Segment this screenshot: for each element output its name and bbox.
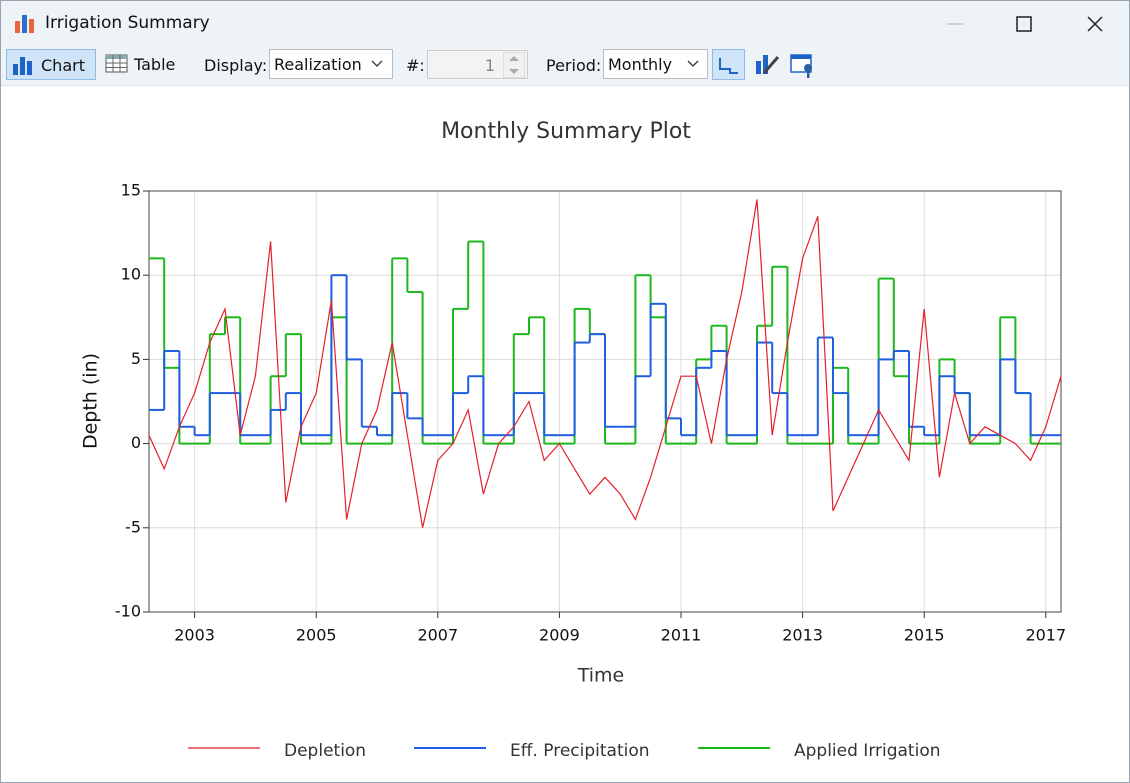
x-tick-label: 2003 [174, 626, 215, 645]
x-tick-label: 2009 [539, 626, 580, 645]
y-tick-label: 5 [131, 349, 141, 368]
period-select[interactable]: Monthly [603, 49, 708, 79]
y-tick-label: 15 [121, 181, 141, 200]
period-value: Monthly [608, 55, 673, 74]
table-label: Table [134, 55, 176, 74]
maximize[interactable] [1016, 16, 1032, 32]
x-tick-label: 2007 [417, 626, 458, 645]
chart-icon [13, 57, 32, 75]
legend-label: Depletion [284, 741, 366, 761]
x-tick-label: 2015 [904, 626, 945, 645]
display-value: Realization [274, 55, 362, 74]
x-tick-label: 2013 [782, 626, 823, 645]
close[interactable] [1087, 16, 1103, 32]
y-tick-label: 10 [121, 265, 141, 284]
y-axis-label: Depth (in) [80, 353, 102, 449]
y-tick-label: -5 [125, 517, 141, 536]
y-tick-label: -10 [115, 602, 141, 621]
x-tick-label: 2017 [1025, 626, 1066, 645]
legend-label: Applied Irrigation [794, 741, 941, 761]
x-axis-label: Time [577, 665, 625, 687]
line-series [148, 199, 1062, 528]
tool-icons[interactable] [712, 49, 822, 81]
chart-button[interactable]: Chart [6, 49, 96, 80]
period-label: Period: [546, 56, 602, 75]
app-icon [15, 15, 34, 33]
x-tick-label: 2011 [661, 626, 702, 645]
edit-series-button[interactable] [756, 55, 780, 74]
chart-label: Chart [41, 56, 85, 75]
x-tick-label: 2005 [296, 626, 337, 645]
toolbar: Chart Table Display: Realization #: 1 Pe… [1, 46, 1129, 86]
y-tick-label: 0 [131, 433, 141, 452]
window-controls[interactable] [931, 9, 1121, 39]
settings-button[interactable] [790, 54, 812, 78]
chevron [687, 60, 699, 67]
count-label: #: [406, 56, 425, 75]
count-spinner[interactable]: 1 [427, 50, 528, 79]
display-select[interactable]: Realization [269, 49, 393, 79]
plot-frame [148, 190, 1062, 613]
chevron [371, 60, 383, 67]
step-button[interactable] [712, 49, 745, 80]
title-bar: Irrigation Summary [1, 1, 1129, 46]
display-label: Display: [204, 56, 268, 75]
window-title: Irrigation Summary [45, 13, 210, 33]
legend-label: Eff. Precipitation [510, 741, 650, 761]
spinner-arrows[interactable] [503, 52, 525, 78]
count-value: 1 [484, 56, 495, 75]
table-button[interactable]: Table [103, 49, 183, 80]
table-icon [105, 54, 128, 73]
step-icon [719, 58, 738, 74]
chart-title: Monthly Summary Plot [441, 119, 691, 144]
